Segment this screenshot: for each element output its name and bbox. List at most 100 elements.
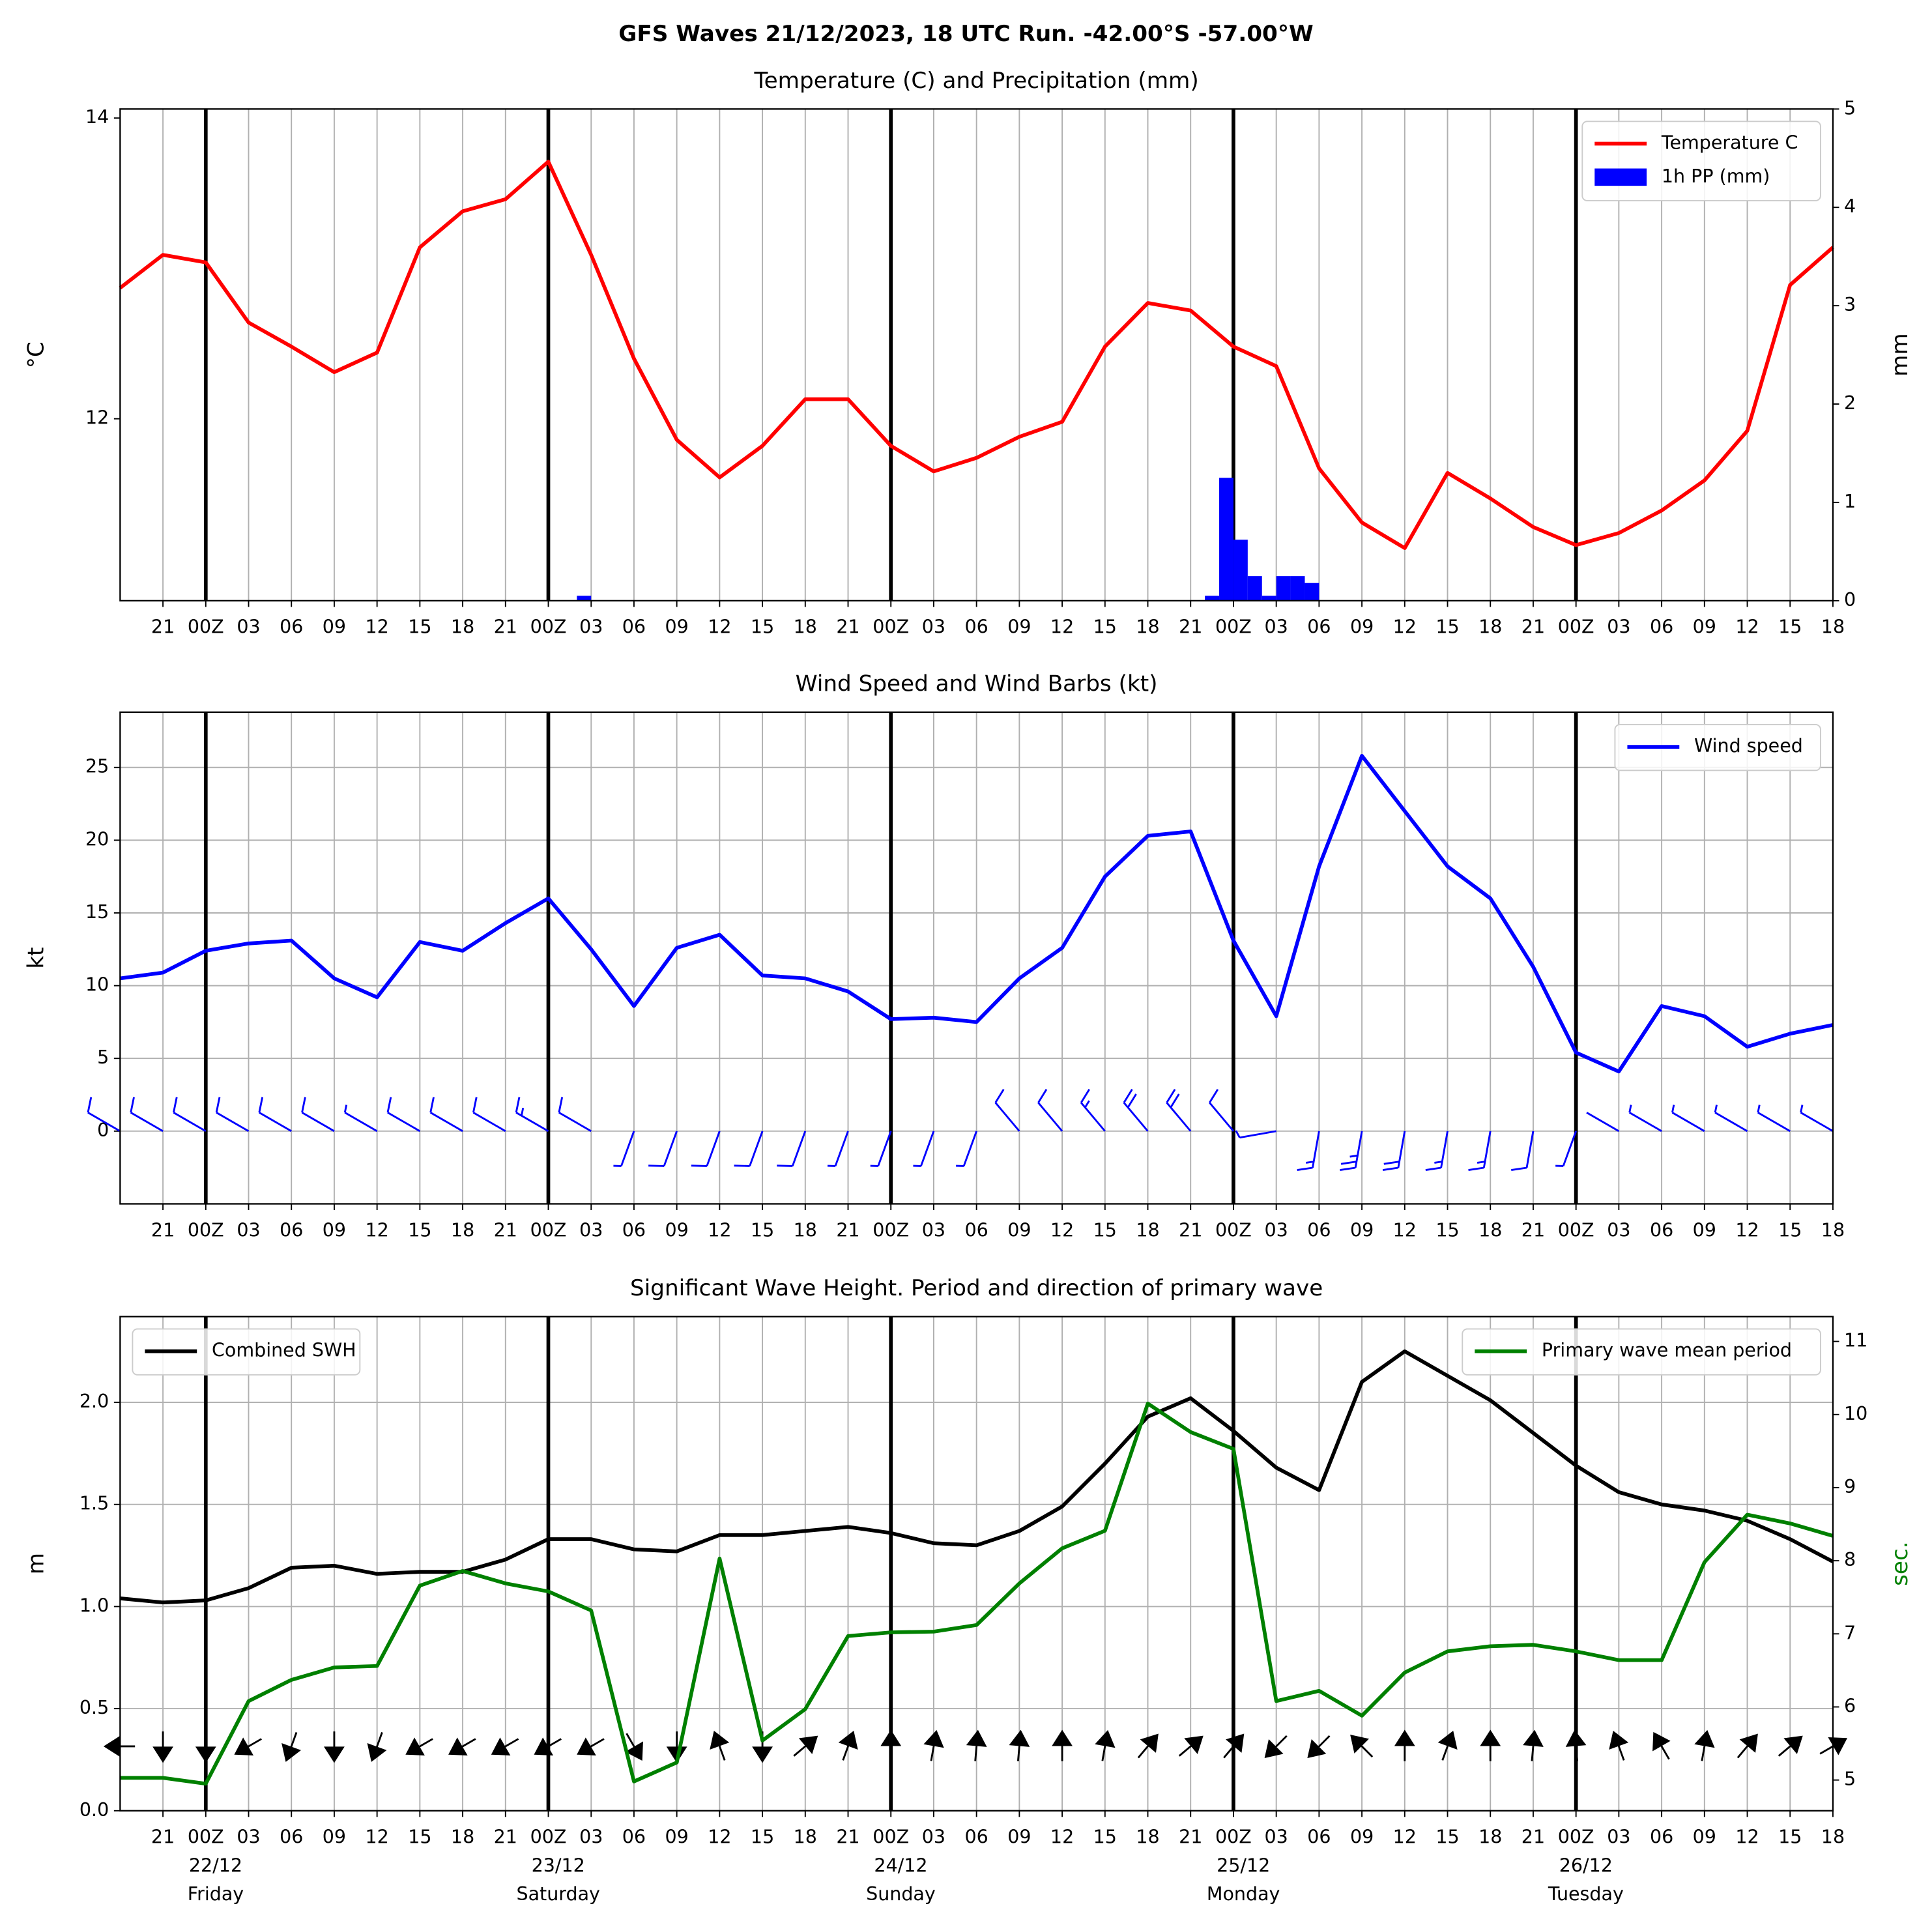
x-tick-label: 09: [1007, 1219, 1031, 1241]
chart-title: Temperature (C) and Precipitation (mm): [754, 68, 1199, 94]
x-tick-label: 00Z: [872, 616, 909, 638]
x-tick-label: 00Z: [1558, 1219, 1594, 1241]
x-tick-label: 18: [794, 1219, 817, 1241]
date-label: 23/12: [532, 1855, 585, 1876]
x-tick-label: 09: [1007, 1827, 1031, 1848]
legend-box: [1614, 723, 1821, 772]
x-tick-label: 18: [1136, 1219, 1159, 1241]
y-tick-label: 15: [85, 901, 109, 923]
x-tick-label: 06: [280, 616, 303, 638]
x-tick-label: 18: [1821, 1219, 1845, 1241]
date-label: 25/12: [1217, 1855, 1270, 1876]
x-tick-label: 03: [237, 616, 260, 638]
wave-arrow: [1819, 1737, 1847, 1755]
y-tick-label: 25: [85, 756, 109, 777]
wave-arrow: [405, 1737, 433, 1755]
x-tick-label: 18: [794, 1827, 817, 1848]
x-tick-label: 15: [1093, 616, 1117, 638]
wind-barb: [1080, 1088, 1106, 1132]
wave-arrow: [1307, 1735, 1331, 1758]
x-tick-label: 15: [1778, 1219, 1802, 1241]
wave-arrow: [1223, 1733, 1245, 1759]
x-tick-label: 12: [1735, 616, 1759, 638]
bar: [577, 596, 592, 601]
wind-barb: [1555, 1131, 1578, 1167]
x-tick-label: 03: [922, 616, 945, 638]
wind-barb: [1297, 1131, 1320, 1171]
x-tick-label: 00Z: [872, 1219, 909, 1241]
x-tick-label: 00Z: [530, 1827, 567, 1848]
x-tick-label: 21: [1521, 1827, 1545, 1848]
wave-arrow: [1565, 1729, 1587, 1761]
bar: [1205, 596, 1220, 601]
legend-label: Temperature C: [1661, 132, 1798, 154]
wind-barb: [130, 1097, 164, 1133]
x-tick-label: 09: [665, 1827, 689, 1848]
y-tick-label: 0.0: [79, 1799, 109, 1821]
x-tick-label: 03: [1607, 1827, 1630, 1848]
wave-arrow: [966, 1729, 987, 1761]
x-tick-label: 06: [622, 616, 646, 638]
x-tick-label: 00Z: [872, 1827, 909, 1848]
wind-barb: [1123, 1088, 1149, 1132]
bar: [1276, 576, 1291, 601]
x-tick-label: 09: [1693, 616, 1716, 638]
wave-arrow: [710, 1731, 730, 1761]
x-tick-label: 03: [1607, 1219, 1630, 1241]
x-tick-label: 21: [836, 1827, 859, 1848]
x-tick-label: 06: [1307, 1219, 1331, 1241]
x-tick-label: 15: [1435, 1219, 1459, 1241]
x-tick-label: 00Z: [188, 616, 224, 638]
wave-arrow: [838, 1731, 858, 1761]
x-tick-label: 21: [1179, 1219, 1202, 1241]
wind-barb: [343, 1105, 378, 1133]
y2-tick-label: 11: [1844, 1330, 1867, 1351]
y2-tick-label: 0: [1844, 589, 1856, 611]
line: [119, 160, 1834, 550]
x-tick-label: 00Z: [1215, 616, 1252, 638]
wind-barb: [777, 1131, 807, 1167]
x-tick-label: 15: [408, 616, 431, 638]
x-tick-label: 21: [836, 616, 859, 638]
wind-barb: [558, 1097, 592, 1133]
x-tick-label: 06: [1650, 1219, 1673, 1241]
x-tick-label: 18: [1821, 1827, 1845, 1848]
x-tick-label: 06: [1307, 1827, 1331, 1848]
wind-barb: [613, 1131, 635, 1167]
y2-tick-label: 10: [1844, 1403, 1867, 1424]
wind-barb: [258, 1097, 292, 1133]
x-tick-label: 09: [1693, 1827, 1716, 1848]
wave-arrow: [1778, 1735, 1803, 1757]
x-tick-label: 03: [579, 1219, 603, 1241]
x-tick-label: 18: [794, 616, 817, 638]
x-tick-label: 15: [751, 1219, 774, 1241]
y2-tick-label: 3: [1844, 294, 1856, 315]
wave-arrow: [793, 1735, 818, 1757]
wave-arrow: [1350, 1734, 1374, 1758]
wave-arrow: [103, 1736, 136, 1757]
bar: [1219, 478, 1233, 601]
x-tick-label: 06: [965, 1219, 988, 1241]
x-tick-label: 09: [1350, 1827, 1374, 1848]
x-tick-label: 15: [751, 1827, 774, 1848]
x-tick-label: 00Z: [1215, 1219, 1252, 1241]
wind-barb: [1209, 1088, 1235, 1132]
x-tick-label: 12: [1393, 1827, 1417, 1848]
x-tick-label: 09: [1693, 1219, 1716, 1241]
x-tick-label: 06: [965, 1827, 988, 1848]
x-tick-label: 00Z: [188, 1827, 224, 1848]
wind-barb: [386, 1097, 421, 1133]
wind-barb: [1382, 1131, 1406, 1171]
wave-arrow: [1137, 1733, 1159, 1759]
y-tick-label: 10: [85, 974, 109, 996]
wave-arrow: [625, 1733, 643, 1761]
bar: [1233, 540, 1248, 601]
x-tick-label: 15: [1778, 616, 1802, 638]
wind-barb: [1340, 1131, 1363, 1171]
x-tick-label: 18: [1136, 616, 1159, 638]
x-tick-label: 15: [751, 616, 774, 638]
x-tick-label: 09: [323, 616, 346, 638]
y2-tick-label: 1: [1844, 491, 1856, 512]
x-tick-label: 03: [1607, 616, 1630, 638]
y2-tick-label: 6: [1844, 1695, 1856, 1716]
